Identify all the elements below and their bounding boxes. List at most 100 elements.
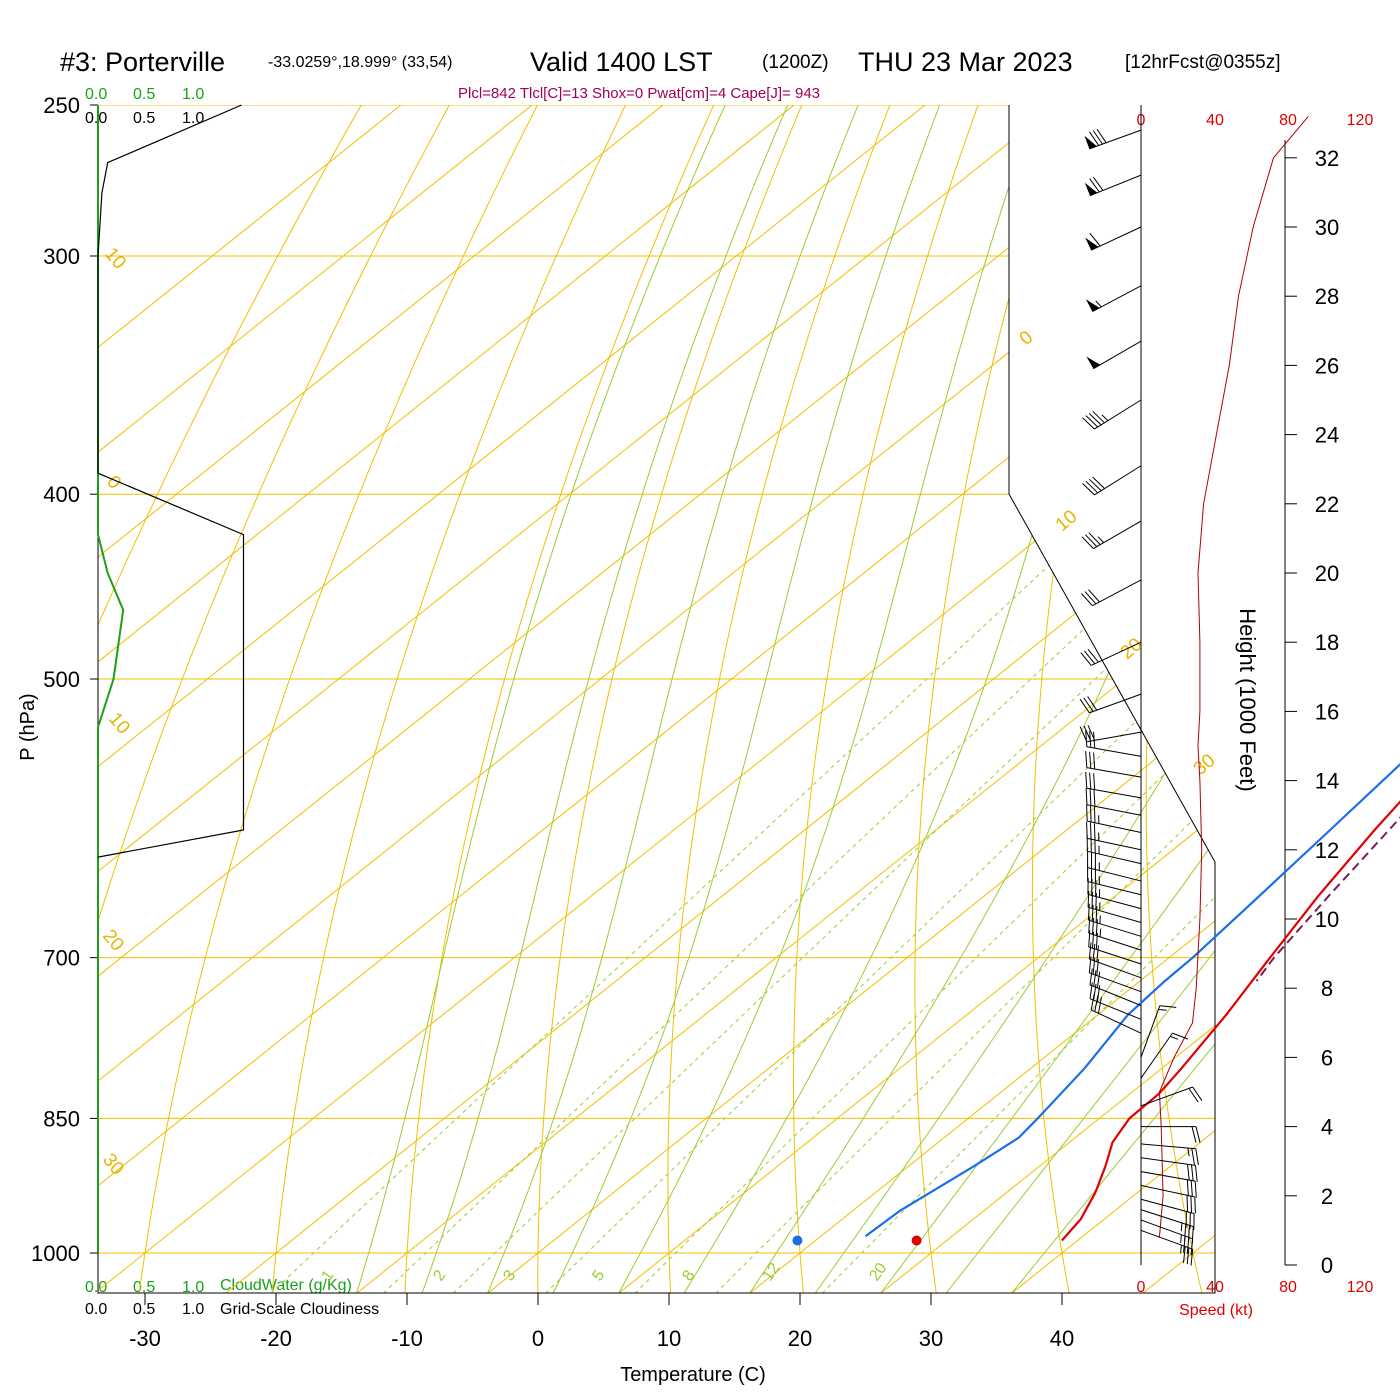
- x-tick-label: -30: [129, 1326, 161, 1351]
- wind-barb-staff: [1140, 1032, 1173, 1079]
- moist-adiabat-line: [945, 105, 1215, 1293]
- dry-adiabat-line: [1364, 71, 1400, 1293]
- wind-barb-full: [1079, 726, 1088, 742]
- wind-barb-staff: [1086, 804, 1142, 816]
- wind-barb-full: [1093, 773, 1096, 790]
- x-axis-label: Temperature (C): [620, 1364, 766, 1386]
- wind-barb: [1084, 174, 1142, 197]
- p-tick-label: 400: [43, 482, 80, 507]
- x-tick-label: 40: [1050, 1326, 1074, 1351]
- wind-barb-full: [1093, 970, 1097, 987]
- background-grid: [98, 71, 1400, 1293]
- wind-barb: [1085, 751, 1142, 778]
- mixing-ratio-label: 20: [866, 1260, 890, 1284]
- wind-barb-full: [1187, 1225, 1190, 1242]
- wind-speed-line: [1158, 115, 1309, 1238]
- moist-adiabat-line: [356, 105, 742, 1293]
- isotherm-line: [98, 105, 1215, 1293]
- wind-barb-full: [1184, 1224, 1187, 1241]
- wind-barb-full: [1085, 730, 1088, 747]
- wind-barb-flag: [1084, 135, 1097, 149]
- wind-barb-full: [1159, 1005, 1177, 1008]
- isotherm-line: [1011, 105, 1215, 1293]
- wind-barb-full: [1082, 417, 1095, 430]
- wind-barb: [1084, 128, 1142, 150]
- wind-barb-staff: [1088, 946, 1142, 965]
- cloudiness-label: Grid-Scale Cloudiness: [220, 1301, 379, 1318]
- wind-barb-full: [1183, 1246, 1186, 1263]
- wind-barb: [1140, 1171, 1197, 1198]
- wind-barb-staff: [1086, 746, 1142, 757]
- sounding-indices: Plcl=842 Tlcl[C]=13 Shox=0 Pwat[cm]=4 Ca…: [458, 85, 820, 102]
- cloudiness-line: [97, 104, 245, 858]
- wind-barb-full: [1082, 483, 1095, 496]
- dry-adiabat-line: [98, 105, 382, 1293]
- wind-barb-full: [1186, 1247, 1190, 1265]
- wind-barb-staff: [1088, 919, 1142, 937]
- wind-barb-staff: [1089, 998, 1142, 1020]
- isotherm-label: 20: [1117, 634, 1147, 664]
- wind-barb-half: [1099, 928, 1102, 937]
- x-tick-label: -10: [391, 1326, 423, 1351]
- wind-barb-staff: [1087, 881, 1142, 896]
- wind-barb: [1087, 903, 1142, 937]
- wind-barb-full: [1094, 995, 1099, 1012]
- height-tick-label: 6: [1321, 1045, 1333, 1070]
- wind-barb-full: [1085, 480, 1099, 494]
- height-tick-label: 22: [1315, 492, 1339, 517]
- isotherm-line: [98, 105, 1215, 1293]
- dry-adiabat-line: [793, 105, 991, 1293]
- cloudwater-tick: 0.5: [133, 1279, 155, 1296]
- wind-barb-full: [1092, 130, 1103, 145]
- height-tick-label: 2: [1321, 1184, 1333, 1209]
- adiabat-label: 20: [98, 926, 128, 956]
- wind-barb: [1086, 804, 1142, 833]
- wind-barb-full: [1191, 1164, 1194, 1182]
- speed-tick-bottom: 0: [1137, 1279, 1146, 1296]
- wind-barb-full: [1190, 1180, 1193, 1197]
- wind-barb-full: [1089, 131, 1100, 146]
- moist-adiabat-line: [552, 105, 954, 1293]
- wind-barb-full: [1088, 916, 1091, 934]
- wind-barb-full: [1195, 1126, 1201, 1143]
- wind-barb: [1089, 968, 1142, 1006]
- wind-barb: [1140, 1209, 1194, 1244]
- height-axis-label: Height (1000 Feet): [1235, 608, 1260, 791]
- wind-barb: [1087, 851, 1142, 882]
- mixing-ratio-line: [715, 493, 1215, 1293]
- moist-adiabat-line: [421, 105, 803, 1293]
- wind-barb-staff: [1089, 984, 1142, 1006]
- mixing-ratio-label: 2: [430, 1267, 449, 1284]
- wind-barb-full: [1090, 805, 1092, 822]
- wind-barb-full: [1172, 1032, 1189, 1040]
- cloudwater-line: [97, 105, 125, 1253]
- isotherm-line: [880, 105, 1215, 1293]
- x-tick-label: 20: [788, 1326, 812, 1351]
- wind-barb-full: [1091, 904, 1094, 922]
- adiabat-label: 10: [104, 709, 134, 739]
- height-tick-label: 4: [1321, 1115, 1333, 1140]
- wind-barb-staff: [1140, 1198, 1195, 1214]
- wind-barb: [1140, 1198, 1195, 1231]
- wind-barb-full: [1088, 413, 1102, 426]
- wind-barb-staff: [1089, 972, 1142, 993]
- wind-barb-full: [1084, 650, 1096, 665]
- wind-barb-full: [1088, 532, 1101, 545]
- temperature-line: [1061, 800, 1400, 1242]
- wind-barb-full: [1092, 476, 1105, 489]
- wind-barb-full: [1084, 591, 1097, 605]
- wind-barb-staff: [1094, 399, 1142, 430]
- wind-barb-full: [1194, 1196, 1196, 1214]
- wind-barb-staff: [1140, 1143, 1196, 1150]
- wind-barb-full: [1089, 232, 1101, 247]
- p-tick-label: 1000: [31, 1241, 80, 1266]
- wind-barb-full: [1089, 968, 1093, 985]
- mixing-ratio-line: [821, 493, 1215, 1293]
- mixing-ratio-label: 8: [679, 1267, 698, 1284]
- dry-adiabat-line: [1031, 105, 1165, 1293]
- dry-adiabat-line: [914, 105, 1078, 1293]
- wind-barb-full: [1096, 128, 1107, 144]
- wind-barb-half: [1187, 1147, 1190, 1157]
- adiabat-label: 10: [100, 244, 130, 274]
- wind-barb: [1090, 993, 1142, 1034]
